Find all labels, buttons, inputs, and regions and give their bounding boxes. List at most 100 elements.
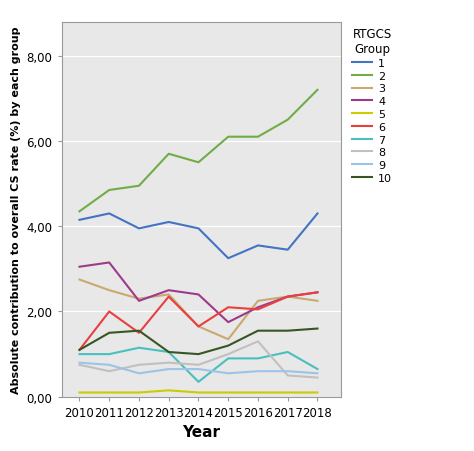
3 (136, 296, 142, 302)
9 (285, 368, 291, 374)
3 (166, 292, 172, 298)
4 (166, 288, 172, 293)
5 (136, 390, 142, 396)
4 (225, 320, 231, 325)
9 (166, 367, 172, 372)
3 (255, 299, 261, 304)
3 (285, 294, 291, 299)
4 (255, 305, 261, 310)
9 (225, 371, 231, 376)
6 (136, 331, 142, 336)
7 (285, 350, 291, 355)
6 (315, 290, 320, 295)
Line: 8: 8 (80, 341, 318, 378)
8 (136, 362, 142, 368)
10 (285, 328, 291, 334)
3 (106, 288, 112, 293)
6 (77, 347, 82, 353)
Line: 4: 4 (80, 263, 318, 322)
Line: 2: 2 (80, 91, 318, 212)
5 (166, 388, 172, 393)
8 (315, 375, 320, 381)
2 (315, 88, 320, 93)
8 (196, 362, 201, 368)
Line: 6: 6 (80, 293, 318, 350)
8 (255, 339, 261, 344)
7 (315, 367, 320, 372)
5 (106, 390, 112, 396)
2 (136, 184, 142, 189)
2 (285, 118, 291, 123)
4 (315, 290, 320, 295)
2 (77, 209, 82, 215)
7 (136, 345, 142, 351)
1 (77, 218, 82, 223)
1 (166, 220, 172, 225)
6 (225, 305, 231, 310)
Line: 9: 9 (80, 363, 318, 373)
9 (77, 360, 82, 366)
5 (77, 390, 82, 396)
2 (196, 160, 201, 166)
7 (255, 356, 261, 361)
10 (196, 352, 201, 357)
2 (106, 188, 112, 193)
Y-axis label: Absolute contribution to overall CS rate (%) by each group: Absolute contribution to overall CS rate… (11, 26, 21, 393)
5 (285, 390, 291, 396)
9 (106, 362, 112, 368)
Line: 3: 3 (80, 280, 318, 340)
8 (285, 373, 291, 378)
1 (136, 226, 142, 231)
Line: 7: 7 (80, 348, 318, 382)
6 (166, 294, 172, 299)
X-axis label: Year: Year (182, 424, 220, 439)
9 (255, 368, 261, 374)
1 (255, 243, 261, 249)
7 (77, 352, 82, 357)
Line: 5: 5 (80, 391, 318, 393)
8 (166, 360, 172, 366)
2 (166, 152, 172, 157)
6 (255, 307, 261, 313)
2 (225, 135, 231, 140)
9 (136, 371, 142, 376)
3 (196, 324, 201, 329)
5 (255, 390, 261, 396)
4 (77, 264, 82, 270)
Legend: 1, 2, 3, 4, 5, 6, 7, 8, 9, 10: 1, 2, 3, 4, 5, 6, 7, 8, 9, 10 (353, 28, 392, 184)
10 (106, 331, 112, 336)
4 (285, 294, 291, 299)
6 (196, 324, 201, 329)
7 (196, 379, 201, 385)
1 (106, 211, 112, 216)
8 (106, 368, 112, 374)
1 (196, 226, 201, 231)
1 (315, 211, 320, 216)
10 (315, 326, 320, 331)
9 (315, 371, 320, 376)
10 (225, 343, 231, 349)
10 (136, 328, 142, 334)
5 (315, 390, 320, 396)
5 (196, 390, 201, 396)
1 (285, 248, 291, 253)
9 (196, 367, 201, 372)
7 (106, 352, 112, 357)
8 (77, 362, 82, 368)
6 (106, 309, 112, 314)
Line: 10: 10 (80, 329, 318, 354)
10 (77, 347, 82, 353)
7 (166, 350, 172, 355)
4 (106, 260, 112, 266)
4 (196, 292, 201, 298)
5 (225, 390, 231, 396)
3 (225, 337, 231, 342)
3 (315, 299, 320, 304)
7 (225, 356, 231, 361)
10 (166, 350, 172, 355)
4 (136, 299, 142, 304)
6 (285, 294, 291, 299)
8 (225, 352, 231, 357)
10 (255, 328, 261, 334)
1 (225, 256, 231, 261)
